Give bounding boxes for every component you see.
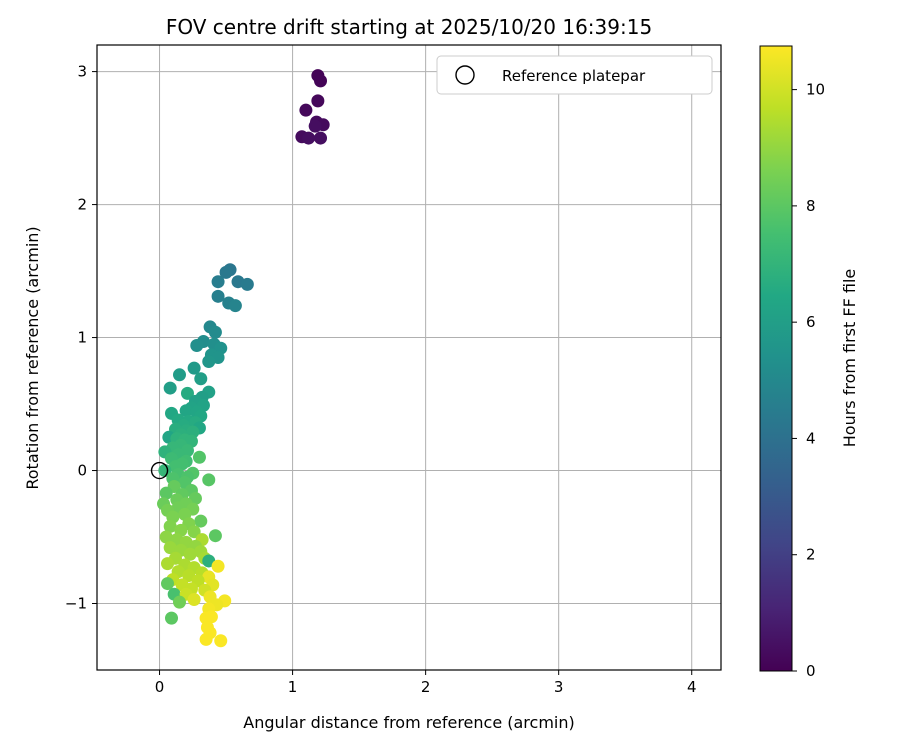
y-tick-label: 3 [77, 63, 87, 81]
data-point [308, 119, 322, 133]
colorbar-label: Hours from first FF file [840, 269, 859, 448]
y-tick-label: 1 [77, 329, 87, 347]
chart-title: FOV centre drift starting at 2025/10/20 … [166, 15, 652, 39]
x-tick-label: 1 [288, 678, 298, 696]
data-point [163, 541, 177, 555]
x-axis-ticks: 0 1 2 3 4 [155, 670, 697, 696]
data-point [159, 530, 173, 544]
colorbar-tick-label: 4 [806, 429, 816, 447]
data-point [161, 577, 175, 591]
data-point [192, 450, 206, 464]
data-point [219, 265, 233, 279]
data-point [211, 559, 225, 573]
data-points [157, 69, 330, 648]
data-point [314, 74, 328, 88]
y-axis-label: Rotation from reference (arcmin) [23, 226, 42, 489]
data-point [159, 486, 173, 500]
data-point [211, 275, 225, 289]
data-point [158, 464, 172, 478]
data-point [228, 299, 242, 313]
y-axis-ticks: −1 0 1 2 3 [65, 63, 97, 613]
legend: Reference platepar [436, 55, 713, 95]
colorbar-tick-label: 0 [806, 662, 816, 680]
x-tick-label: 0 [155, 678, 165, 696]
data-point [202, 354, 216, 368]
y-tick-label: 0 [77, 462, 87, 480]
reference-marker [150, 461, 169, 480]
data-point [211, 289, 225, 303]
legend-box [436, 55, 713, 95]
data-point [161, 557, 175, 571]
colorbar-ticks: 0 2 4 6 8 10 [792, 81, 825, 680]
data-point [199, 632, 213, 646]
colorbar-tick-label: 2 [806, 546, 816, 564]
data-point [187, 525, 201, 539]
data-point [204, 610, 218, 624]
colorbar-tick-label: 10 [806, 81, 825, 99]
data-point [172, 368, 186, 382]
data-point [202, 473, 216, 487]
x-tick-label: 2 [421, 678, 431, 696]
x-axis-label: Angular distance from reference (arcmin) [243, 713, 574, 732]
data-point [183, 547, 197, 561]
data-point [194, 372, 208, 386]
data-point [163, 381, 177, 395]
data-point [194, 514, 208, 528]
colorbar-tick-label: 8 [806, 197, 816, 215]
data-point [180, 386, 194, 400]
data-point [187, 593, 201, 607]
x-tick-label: 3 [554, 678, 564, 696]
y-tick-label: 2 [77, 196, 87, 214]
x-tick-label: 4 [687, 678, 697, 696]
legend-label: Reference platepar [502, 67, 646, 85]
data-point [172, 595, 186, 609]
colorbar-tick-label: 6 [806, 313, 816, 331]
colorbar: 0 2 4 6 8 10 Hours from first FF file [759, 45, 859, 680]
data-point [208, 529, 222, 543]
colorbar-gradient [759, 45, 793, 672]
data-point [179, 404, 193, 418]
data-point [314, 131, 328, 145]
data-point [311, 94, 325, 108]
plot-frame [96, 44, 722, 671]
y-tick-label: −1 [65, 595, 87, 613]
data-point [240, 277, 254, 291]
data-point [208, 325, 222, 339]
data-point [163, 519, 177, 533]
data-point [165, 611, 179, 625]
data-point [299, 103, 313, 117]
data-point [302, 131, 316, 145]
data-point [214, 634, 228, 648]
data-point [190, 339, 204, 353]
data-point [187, 361, 201, 375]
legend-marker [455, 65, 475, 85]
